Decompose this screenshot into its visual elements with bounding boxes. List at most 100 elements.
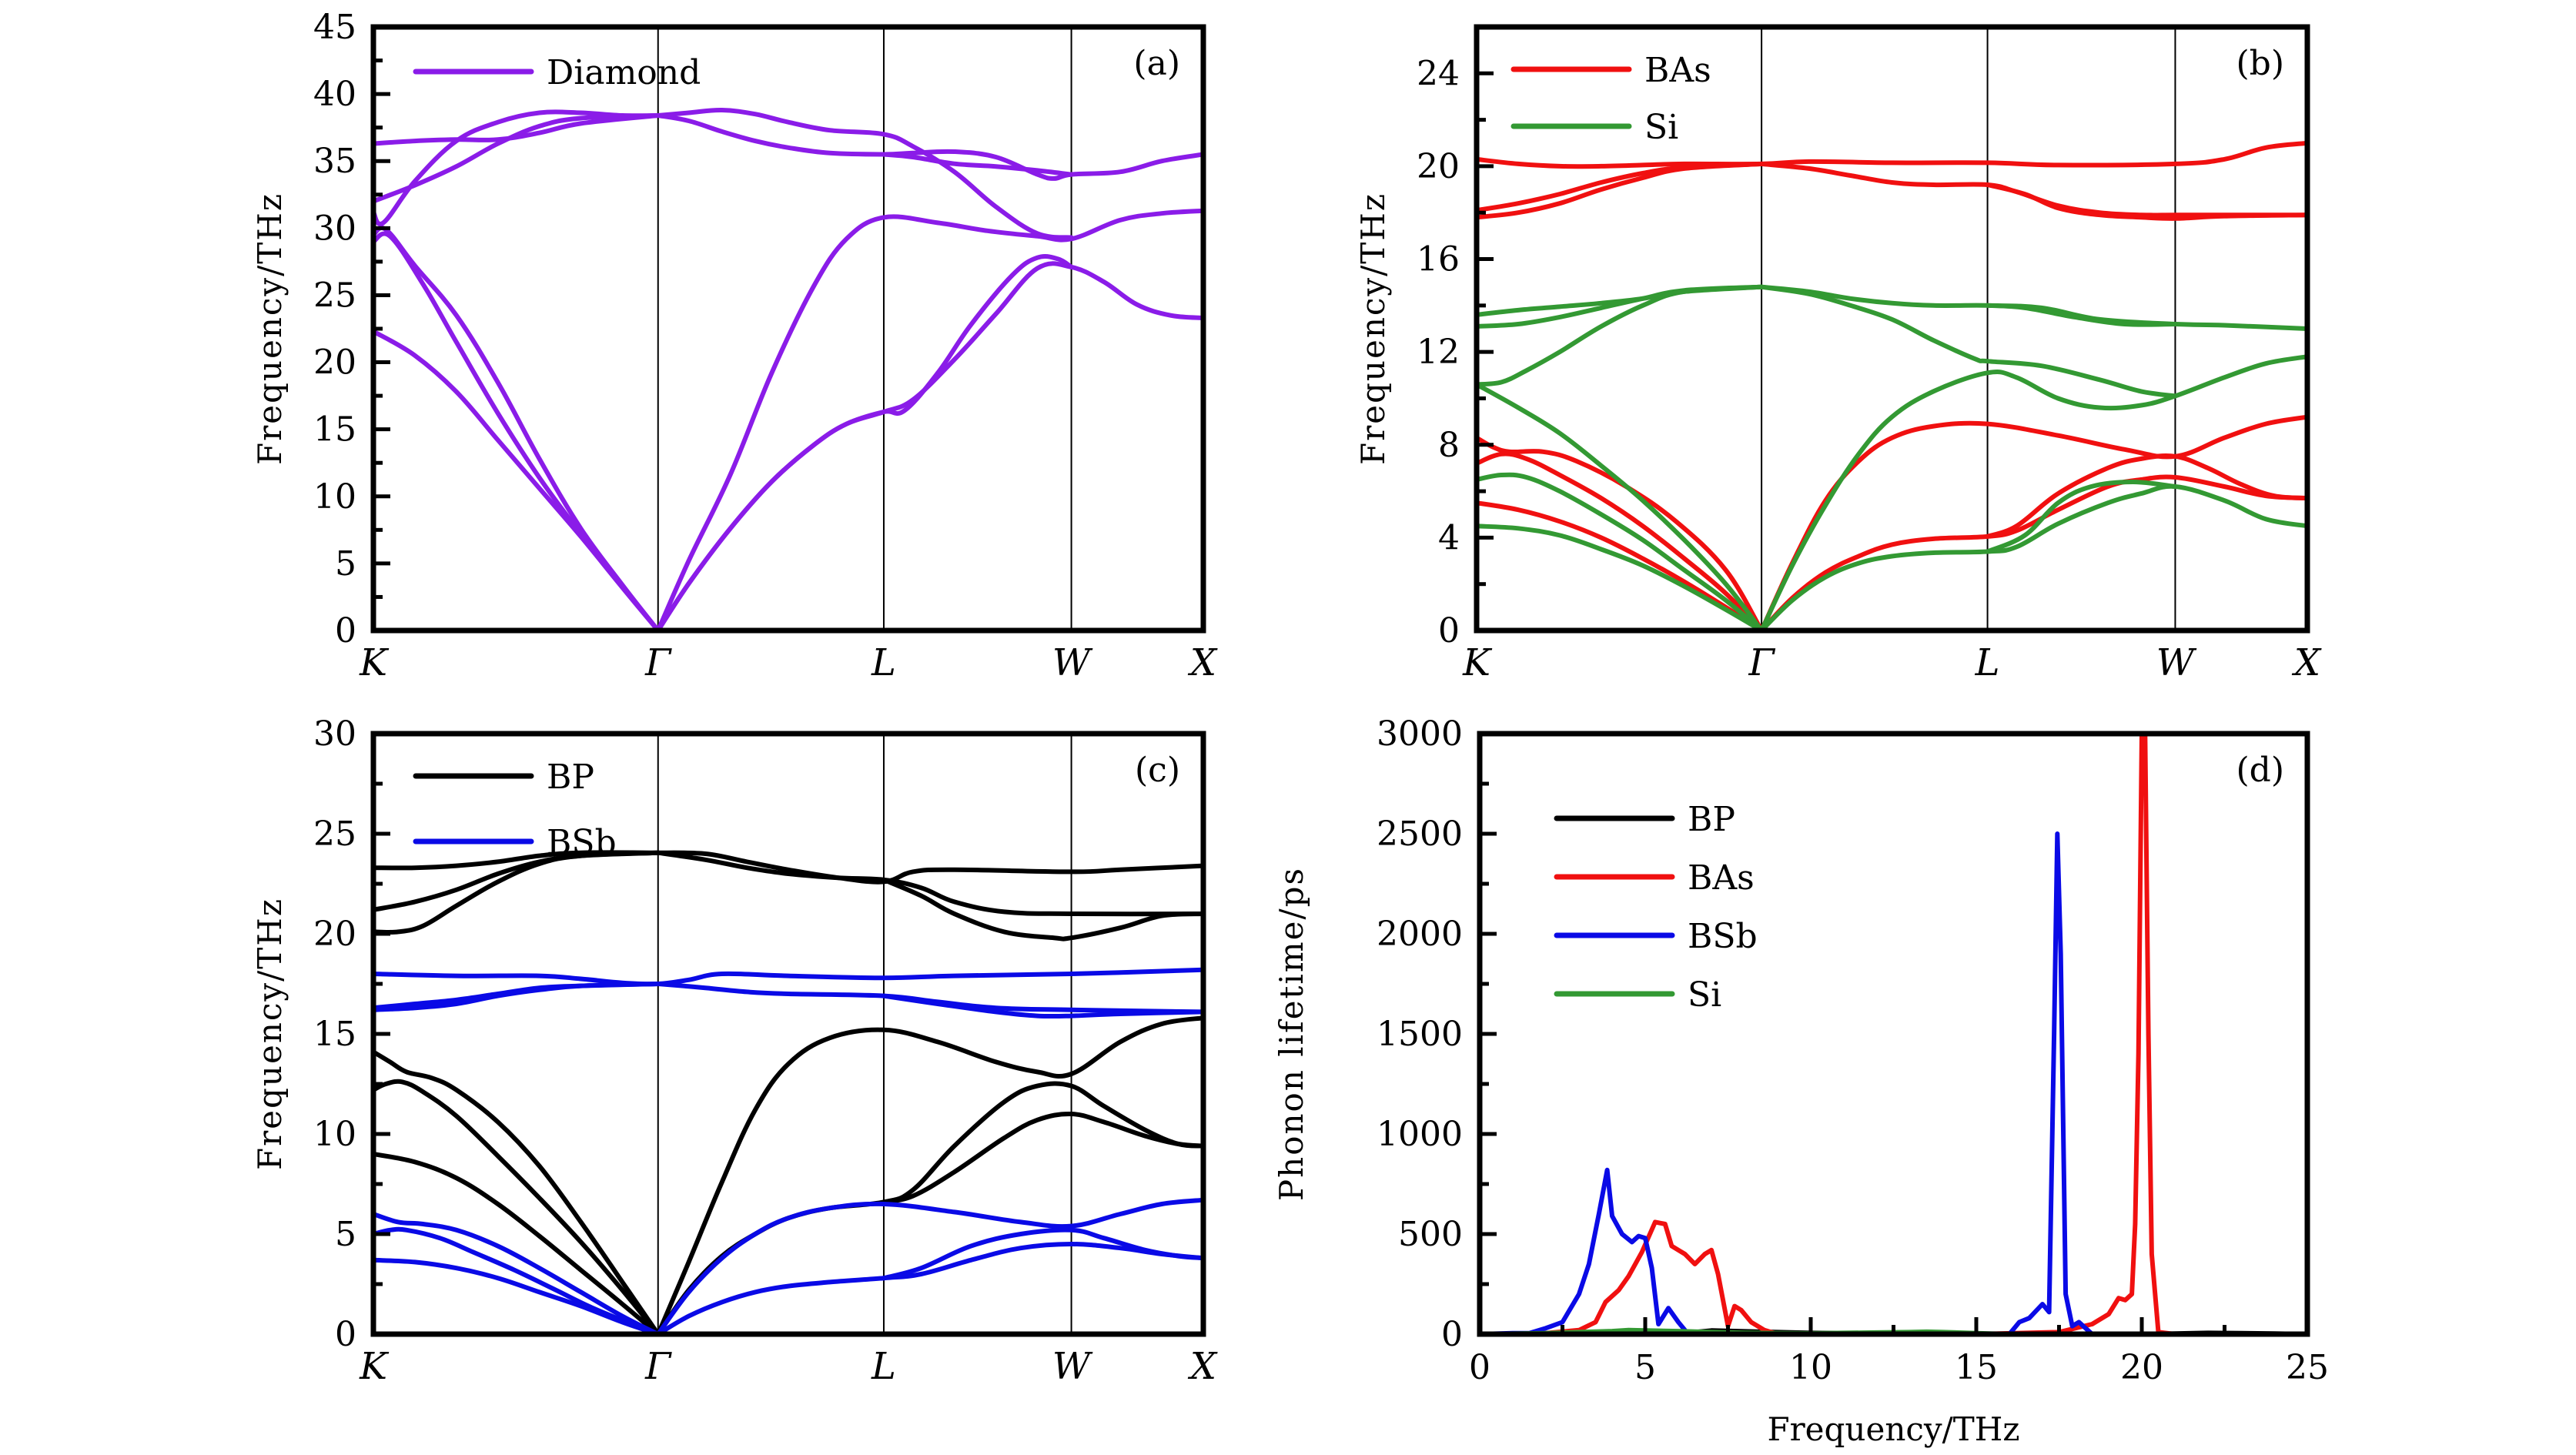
y-tick-label: 0 xyxy=(335,1315,356,1354)
x-tick-label: 15 xyxy=(1955,1348,1998,1387)
band-line-si xyxy=(1477,523,1765,630)
band-line-si xyxy=(1477,472,1765,630)
legend: BP BSb xyxy=(413,758,617,862)
band-line-si xyxy=(1759,284,2178,399)
x-tick-label: 10 xyxy=(1789,1348,1832,1387)
band-line-diamond xyxy=(655,107,1074,240)
k-point-label: L xyxy=(871,641,896,684)
x-axis-title: Frequency/THz xyxy=(1767,1410,2019,1448)
panel-tag: (b) xyxy=(2236,44,2285,83)
series-group xyxy=(373,850,1203,1334)
k-point-label: Γ xyxy=(1748,641,1775,684)
y-axis-title: Phonon lifetime/ps xyxy=(1273,867,1310,1201)
k-point-label: W xyxy=(1052,1345,1093,1388)
y-tick-label: 2500 xyxy=(1377,814,1463,854)
legend: BAs Si xyxy=(1510,51,1711,147)
band-line-bsb xyxy=(882,993,1203,1019)
legend-label: BSb xyxy=(547,823,617,862)
band-line-si xyxy=(1477,382,1765,630)
band-line-si xyxy=(1985,303,2178,327)
legend-label: BP xyxy=(1688,800,1735,839)
k-point-label: X xyxy=(1187,1345,1218,1388)
y-tick-label: 40 xyxy=(313,75,356,114)
y-tick-label: 25 xyxy=(313,276,356,315)
band-line-si xyxy=(1477,284,1765,317)
band-line-bp xyxy=(655,850,1203,917)
band-line-bp xyxy=(373,1049,661,1334)
band-line-bas xyxy=(1477,500,1765,630)
band-line-diamond xyxy=(655,113,1203,181)
panel-d-phonon-lifetime: 0 500 1000 1500 2000 2500 3000 Phonon lifetime/… xyxy=(1273,714,2329,1448)
band-line-bsb xyxy=(882,1227,1203,1281)
legend-item: Diamond xyxy=(413,53,701,92)
band-line-bas xyxy=(1759,414,2307,630)
plot-frame xyxy=(1477,731,2310,1337)
lifetime-line-bas xyxy=(1480,734,2307,1334)
plot-frame xyxy=(370,24,1206,634)
y-tick-label: 1500 xyxy=(1377,1015,1463,1054)
y-axis-title: Frequency/THz xyxy=(1354,192,1392,465)
legend: BP BAs BSb Si xyxy=(1554,800,1758,1015)
legend-item: Si xyxy=(1510,108,1678,147)
series-group xyxy=(1477,140,2307,630)
band-line-bp xyxy=(373,850,661,935)
band-line-bp xyxy=(373,850,661,871)
y-axis-title: Frequency/THz xyxy=(251,192,289,465)
band-line-si xyxy=(1477,284,1765,387)
band-line-bsb xyxy=(373,982,661,1012)
band-line-si xyxy=(1477,284,1765,329)
lifetime-line-bsb xyxy=(1480,831,2307,1334)
band-line-bp xyxy=(373,1079,661,1334)
plot-frame xyxy=(1474,24,2310,634)
k-point-label: W xyxy=(2156,641,2197,684)
panel-tag: (d) xyxy=(2236,751,2285,790)
x-tick-label: 25 xyxy=(2286,1348,2329,1387)
band-line-bas xyxy=(1477,435,1765,630)
band-line-si xyxy=(1759,354,2307,630)
legend-label: Si xyxy=(1644,108,1678,147)
k-point-label: Γ xyxy=(644,641,672,684)
panel-tag: (c) xyxy=(1135,751,1180,790)
y-tick-label: 16 xyxy=(1417,240,1460,279)
band-line-bsb xyxy=(655,982,1203,1015)
legend-label: BSb xyxy=(1688,917,1758,956)
y-tick-label: 45 xyxy=(313,8,356,47)
k-point-label: L xyxy=(871,1345,896,1388)
y-tick-label: 10 xyxy=(313,1115,356,1154)
k-point-label: K xyxy=(359,1345,390,1388)
band-line-bp xyxy=(655,1015,1203,1334)
band-line-diamond xyxy=(373,113,661,146)
panel-b-bas-si-dispersion: 0 4 8 12 16 20 24 Frequency/THz K Γ L W X (b) BAs Si xyxy=(1354,24,2322,684)
legend-label: BAs xyxy=(1688,858,1755,898)
band-line-bp xyxy=(655,850,1203,885)
band-line-bas xyxy=(1759,474,2307,630)
k-point-label: K xyxy=(359,641,390,684)
legend-item: BAs xyxy=(1554,858,1755,898)
panel-tag: (a) xyxy=(1133,44,1180,83)
band-line-bsb xyxy=(373,982,661,1011)
legend-item: BSb xyxy=(413,823,617,862)
k-point-label: Γ xyxy=(644,1345,672,1388)
band-line-bas xyxy=(1477,140,2307,169)
k-point-label: K xyxy=(1462,641,1493,684)
legend-label: BP xyxy=(547,758,594,797)
band-line-diamond xyxy=(655,208,1203,630)
legend-label: Si xyxy=(1688,975,1721,1015)
y-tick-label: 500 xyxy=(1398,1215,1463,1254)
band-line-bp xyxy=(882,877,1203,942)
y-tick-label: 15 xyxy=(313,1015,356,1054)
band-line-bsb xyxy=(373,1226,661,1334)
x-tick-label: 0 xyxy=(1469,1348,1490,1387)
band-line-diamond xyxy=(373,231,661,630)
y-tick-label: 0 xyxy=(1441,1315,1463,1354)
legend-item: BP xyxy=(413,758,594,797)
band-line-diamond xyxy=(373,113,661,204)
y-tick-label: 1000 xyxy=(1377,1115,1463,1154)
y-tick-label: 8 xyxy=(1438,426,1460,465)
y-tick-label: 35 xyxy=(313,142,356,181)
y-tick-label: 0 xyxy=(335,611,356,651)
panel-c-bp-bsb-dispersion: 0 5 10 15 20 25 30 Frequency/THz K Γ L W X (c) BP BSb xyxy=(251,714,1218,1388)
k-point-label: X xyxy=(2291,641,2322,684)
legend-label: BAs xyxy=(1644,51,1711,90)
